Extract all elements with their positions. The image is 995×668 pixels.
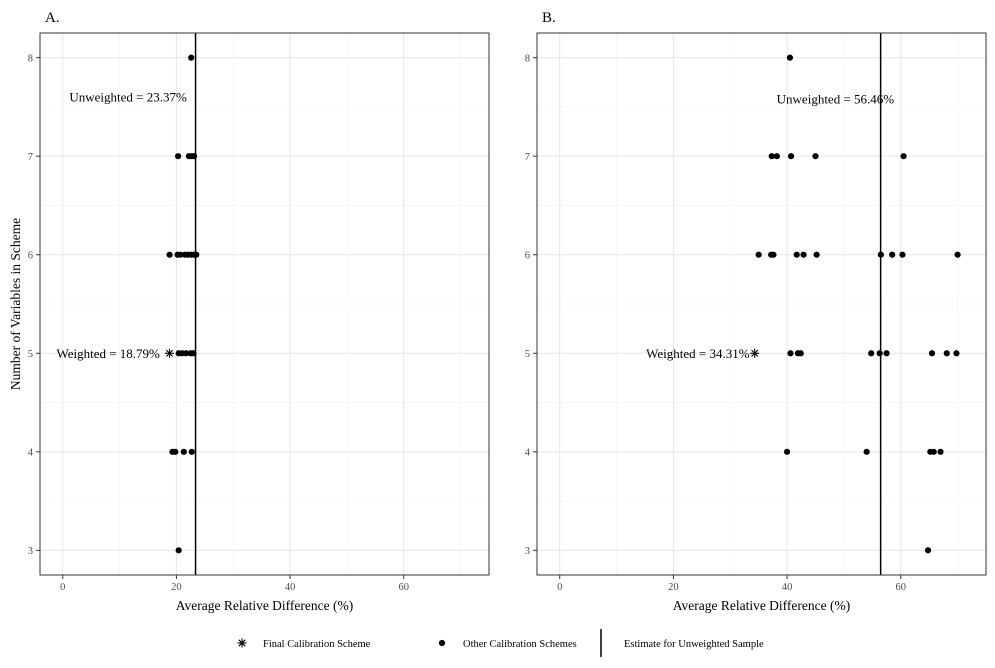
y-tick-label: 8 — [525, 53, 530, 64]
y-tick-label: 3 — [525, 546, 530, 557]
calibration-scheme-point — [177, 251, 184, 258]
panel-label: B. — [542, 10, 556, 26]
weighted-annotation: Weighted = 18.79% — [56, 346, 160, 361]
weighted-annotation: Weighted = 34.31% — [646, 346, 750, 361]
calibration-scheme-point — [937, 448, 944, 455]
calibration-scheme-point — [812, 153, 819, 160]
calibration-scheme-point — [786, 54, 794, 61]
asterisk-stroke — [238, 639, 246, 647]
y-tick-label: 4 — [28, 448, 34, 459]
legend-item: Other Calibration Schemes — [438, 639, 577, 650]
calibration-scheme-point — [188, 54, 195, 61]
calibration-scheme-point — [773, 153, 780, 160]
calibration-scheme-point — [953, 350, 960, 357]
calibration-scheme-point — [928, 350, 936, 357]
calibration-scheme-point — [175, 547, 182, 554]
legend-asterisk-marker — [237, 638, 247, 648]
calibration-scheme-point — [787, 350, 794, 357]
y-tick-label: 5 — [28, 349, 33, 360]
calibration-scheme-point — [787, 153, 795, 160]
calibration-scheme-point — [175, 153, 182, 160]
calibration-scheme-point — [899, 251, 906, 258]
calibration-scheme-point — [783, 448, 791, 455]
y-tick-label: 3 — [28, 546, 33, 557]
calibration-scheme-point — [863, 448, 870, 455]
calibration-scheme-point — [180, 448, 187, 455]
x-axis-label: Average Relative Difference (%) — [673, 598, 851, 613]
y-axis-label: Number of Variables in Scheme — [8, 218, 23, 390]
calibration-scheme-point — [924, 547, 932, 554]
legend-label: Estimate for Unweighted Sample — [624, 639, 764, 650]
legend-item: Final Calibration Scheme — [237, 638, 371, 650]
calibration-scheme-point — [166, 251, 173, 258]
calibration-scheme-point — [883, 350, 890, 357]
x-tick-label: 0 — [60, 582, 65, 593]
asterisk-stroke — [165, 349, 174, 357]
legend-label: Final Calibration Scheme — [263, 639, 371, 650]
legend: Final Calibration Scheme Other Calibratio… — [237, 629, 764, 657]
calibration-scheme-point — [954, 251, 961, 258]
legend-dot-marker — [438, 639, 446, 647]
calibration-scheme-point — [793, 251, 800, 258]
calibration-scheme-point — [193, 251, 200, 258]
panel-border — [39, 32, 490, 576]
x-tick-label: 60 — [398, 582, 409, 593]
calibration-scheme-point — [755, 251, 762, 258]
panel-a: Unweighted = 23.37% Weighted = 18.79% 0 20 4… — [8, 10, 490, 613]
x-axis-label: Average Relative Difference (%) — [176, 598, 354, 613]
y-tick-label: 8 — [28, 53, 33, 64]
x-tick-label: 40 — [782, 582, 793, 593]
calibration-scheme-point — [800, 251, 807, 258]
y-tick-label: 7 — [525, 152, 530, 163]
x-tick-label: 20 — [668, 582, 679, 593]
calibration-scheme-point — [797, 350, 804, 357]
asterisk-stroke — [751, 349, 759, 357]
y-tick-label: 6 — [525, 251, 530, 262]
calibration-scheme-point — [182, 350, 190, 357]
x-tick-label: 20 — [171, 582, 182, 593]
calibration-scheme-point — [889, 251, 896, 258]
calibration-scheme-point — [868, 350, 875, 357]
calibration-scheme-point — [768, 153, 775, 160]
panel-b: Unweighted = 56.46% Weighted = 34.31% 0 20 4… — [525, 10, 987, 613]
legend-item: Estimate for Unweighted Sample — [600, 629, 764, 657]
final-scheme-point — [750, 348, 760, 358]
calibration-scheme-point — [876, 350, 883, 357]
x-tick-label: 60 — [895, 582, 906, 593]
calibration-scheme-point — [930, 448, 937, 455]
panel-label: A. — [45, 10, 60, 26]
y-tick-label: 5 — [525, 349, 530, 360]
unweighted-annotation: Unweighted = 23.37% — [69, 90, 187, 105]
legend-label: Other Calibration Schemes — [463, 639, 577, 650]
y-tick-label: 7 — [28, 152, 33, 163]
x-tick-label: 40 — [285, 582, 296, 593]
calibration-scheme-point — [813, 251, 820, 258]
calibration-scheme-point — [877, 251, 884, 258]
x-tick-label: 0 — [557, 582, 562, 593]
calibration-scheme-point — [770, 251, 777, 258]
unweighted-annotation: Unweighted = 56.46% — [777, 92, 895, 107]
calibration-scheme-point — [900, 153, 907, 160]
y-tick-label: 6 — [28, 251, 33, 262]
calibration-scheme-point — [172, 448, 179, 455]
calibration-scheme-point — [188, 448, 195, 455]
y-tick-label: 4 — [525, 448, 531, 459]
calibration-scheme-point — [190, 153, 198, 160]
panel-border — [536, 32, 987, 576]
calibration-scheme-point — [943, 350, 950, 357]
final-scheme-point — [165, 348, 175, 358]
calibration-scheme-point — [190, 350, 197, 357]
